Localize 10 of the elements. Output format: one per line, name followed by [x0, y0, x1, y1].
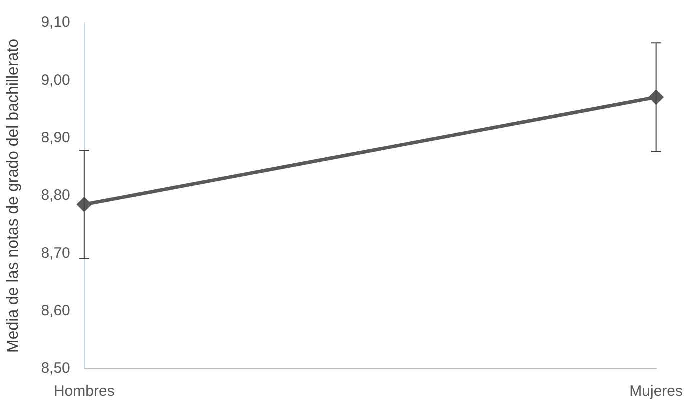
x-tick-label: Hombres — [54, 383, 115, 400]
y-tick-label: 8,50 — [41, 360, 70, 378]
y-tick-label: 9,10 — [41, 14, 70, 32]
y-tick-label: 8,90 — [41, 129, 70, 146]
y-tick-label: 8,60 — [41, 302, 70, 320]
y-axis-title: Media de las notas de grado del bachillerato — [5, 38, 22, 353]
x-tick-label: Mujeres — [630, 383, 684, 400]
y-tick-label: 9,00 — [41, 72, 70, 89]
y-tick-label: 8,70 — [41, 244, 70, 262]
y-tick-label: 8,80 — [41, 187, 70, 204]
